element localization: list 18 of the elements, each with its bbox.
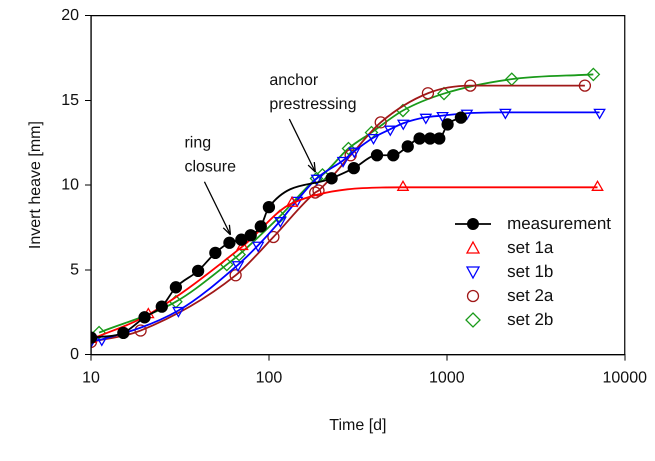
y-tick-label: 20 [61,7,80,24]
x-tick-label: 10 [82,370,100,387]
x-tick-label: 1000 [429,370,465,387]
x-axis-title: Time [d] [329,416,386,434]
annotation: ring closure [184,134,236,176]
y-tick-label: 5 [70,261,80,278]
legend-label: measurement [507,214,611,234]
x-tick-label: 10000 [602,370,648,387]
x-tick-label: 100 [256,370,282,387]
y-tick-label: 10 [61,176,80,194]
y-tick-label: 15 [61,92,80,109]
annotation: anchor prestressing [269,72,356,114]
legend-label: set 1b [507,262,554,282]
y-tick-label: 0 [70,346,80,364]
legend-label: set 2a [507,286,554,306]
y-axis-title: Invert heave [mm] [27,121,44,250]
legend-label: set 1a [507,238,554,258]
legend-label: set 2b [507,310,554,330]
